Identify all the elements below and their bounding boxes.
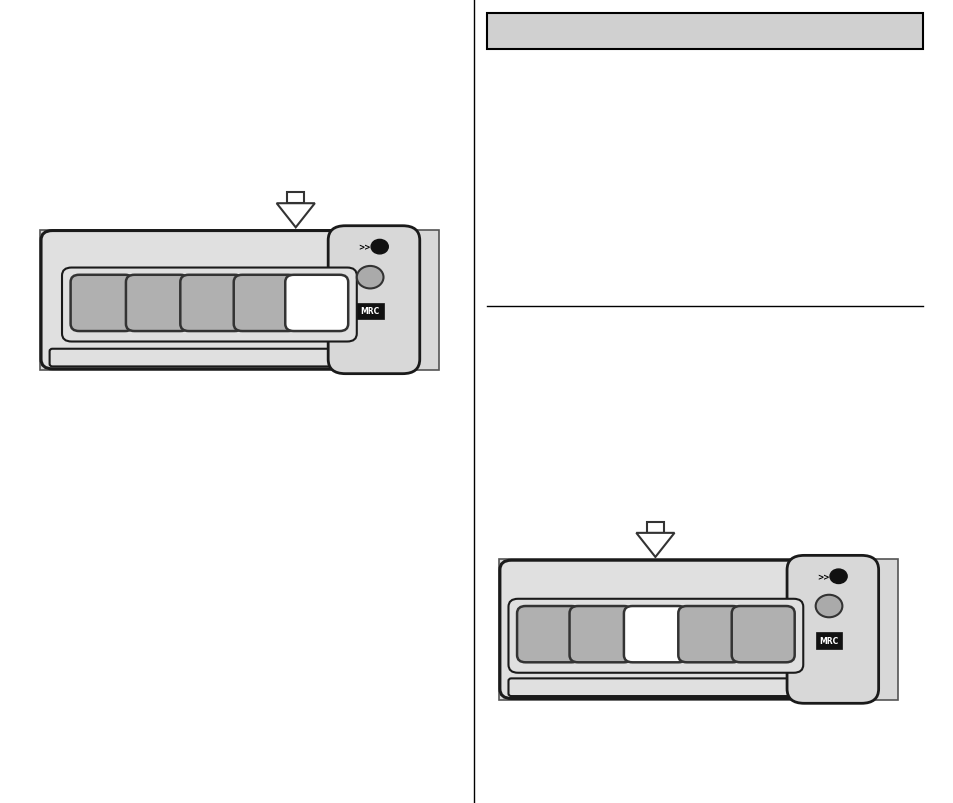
Circle shape — [371, 240, 388, 255]
Bar — [40, 230, 438, 371]
Circle shape — [356, 267, 383, 289]
FancyBboxPatch shape — [731, 606, 794, 662]
Bar — [646, 522, 663, 533]
Circle shape — [815, 595, 841, 618]
Circle shape — [829, 569, 846, 584]
FancyBboxPatch shape — [499, 560, 837, 699]
Text: >>: >> — [358, 243, 371, 252]
FancyBboxPatch shape — [50, 349, 370, 367]
FancyBboxPatch shape — [569, 606, 632, 662]
FancyBboxPatch shape — [786, 556, 878, 703]
FancyBboxPatch shape — [180, 275, 243, 332]
FancyBboxPatch shape — [233, 275, 296, 332]
Text: MRC: MRC — [819, 636, 838, 646]
Bar — [287, 193, 304, 204]
FancyBboxPatch shape — [328, 226, 419, 374]
FancyBboxPatch shape — [517, 606, 579, 662]
FancyBboxPatch shape — [71, 275, 133, 332]
Bar — [498, 560, 897, 700]
Text: >>: >> — [817, 572, 829, 581]
Text: MRC: MRC — [360, 307, 379, 316]
FancyBboxPatch shape — [41, 231, 378, 369]
FancyBboxPatch shape — [678, 606, 740, 662]
Polygon shape — [276, 204, 314, 228]
FancyBboxPatch shape — [508, 599, 802, 673]
FancyBboxPatch shape — [508, 679, 828, 696]
Polygon shape — [636, 533, 674, 557]
FancyBboxPatch shape — [285, 275, 348, 332]
FancyBboxPatch shape — [126, 275, 189, 332]
FancyBboxPatch shape — [623, 606, 686, 662]
FancyBboxPatch shape — [62, 268, 356, 342]
Bar — [486, 14, 922, 50]
